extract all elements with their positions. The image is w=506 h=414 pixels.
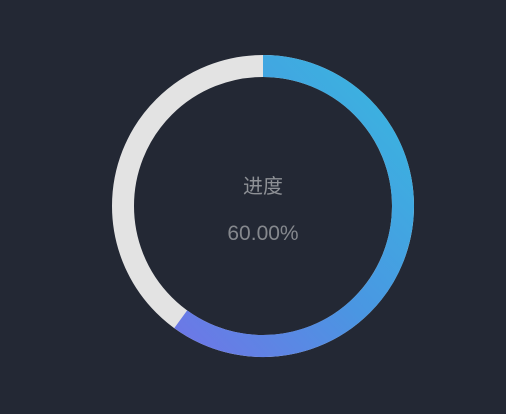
gauge-value: 60.00% (227, 222, 299, 245)
gauge-title: 进度 (243, 174, 283, 198)
progress-arc (174, 55, 414, 357)
